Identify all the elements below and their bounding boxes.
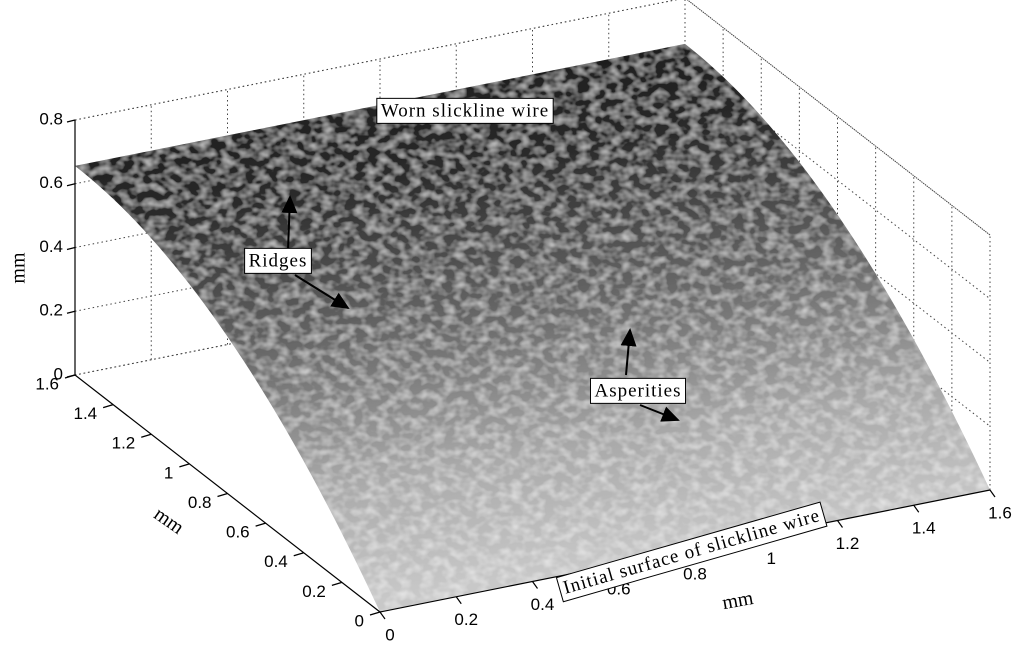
annotation-text: Ridges [249, 250, 308, 271]
x-tick-label: 0.2 [454, 610, 478, 629]
x-tick-label: 0.8 [683, 564, 707, 583]
surface-layer [75, 44, 990, 612]
y-tick-label: 0.6 [226, 523, 250, 542]
z-tick-label: 0.2 [39, 301, 63, 320]
y-tick-label: 1.4 [73, 404, 97, 423]
x-tick [914, 505, 919, 512]
y-tick-label: 0.8 [188, 493, 212, 512]
z-tick-label: 0.8 [39, 109, 63, 128]
y-axis-label: mm [150, 503, 188, 539]
x-axis-label: mm [721, 587, 756, 614]
y-tick-label: 1 [164, 463, 173, 482]
chart: 0 0.2 0.4 0.6 0.8 1 1.2 1.4 1.6 0 0.2 0.4 0.6 0.8 1 1.2… [0, 0, 1030, 648]
y-tick [141, 434, 151, 437]
x-tick-label: 1.4 [912, 519, 936, 538]
x-tick-label: 0 [385, 625, 394, 644]
annotation: Asperities [590, 378, 685, 403]
z-tick [67, 248, 75, 250]
y-tick-label: 0.4 [264, 552, 288, 571]
annotation-text: Worn slickline wire [381, 100, 549, 121]
y-tick [294, 553, 304, 556]
surface [75, 44, 990, 612]
y-tick [256, 523, 266, 526]
x-tick-label: 1 [767, 549, 776, 568]
y-tick [218, 494, 228, 497]
z-tick [67, 120, 75, 122]
annotation: Worn slickline wire [377, 98, 553, 123]
x-tick-label: 0.4 [531, 595, 555, 614]
y-tick [103, 405, 113, 408]
x-tick [380, 612, 385, 619]
z-tick [67, 184, 75, 186]
y-tick-label: 0 [355, 611, 364, 630]
x-tick-label: 1.6 [988, 503, 1012, 522]
z-axis-label: mm [8, 252, 30, 284]
z-tick [67, 311, 75, 313]
y-tick-label: 0.2 [302, 582, 326, 601]
x-tick [456, 597, 461, 604]
annotation: Ridges [245, 248, 312, 273]
x-tick [838, 521, 843, 528]
y-tick [179, 464, 189, 467]
z-tick-label: 0 [54, 364, 63, 383]
x-tick [533, 582, 538, 589]
z-tick-label: 0.6 [39, 173, 63, 192]
z-tick-label: 0.4 [39, 237, 63, 256]
x-tick-label: 1.2 [836, 534, 860, 553]
annotation-text: Asperities [594, 380, 681, 401]
y-tick [370, 612, 380, 615]
y-tick-label: 1.2 [112, 434, 136, 453]
y-tick [332, 582, 342, 585]
x-tick [990, 490, 995, 497]
